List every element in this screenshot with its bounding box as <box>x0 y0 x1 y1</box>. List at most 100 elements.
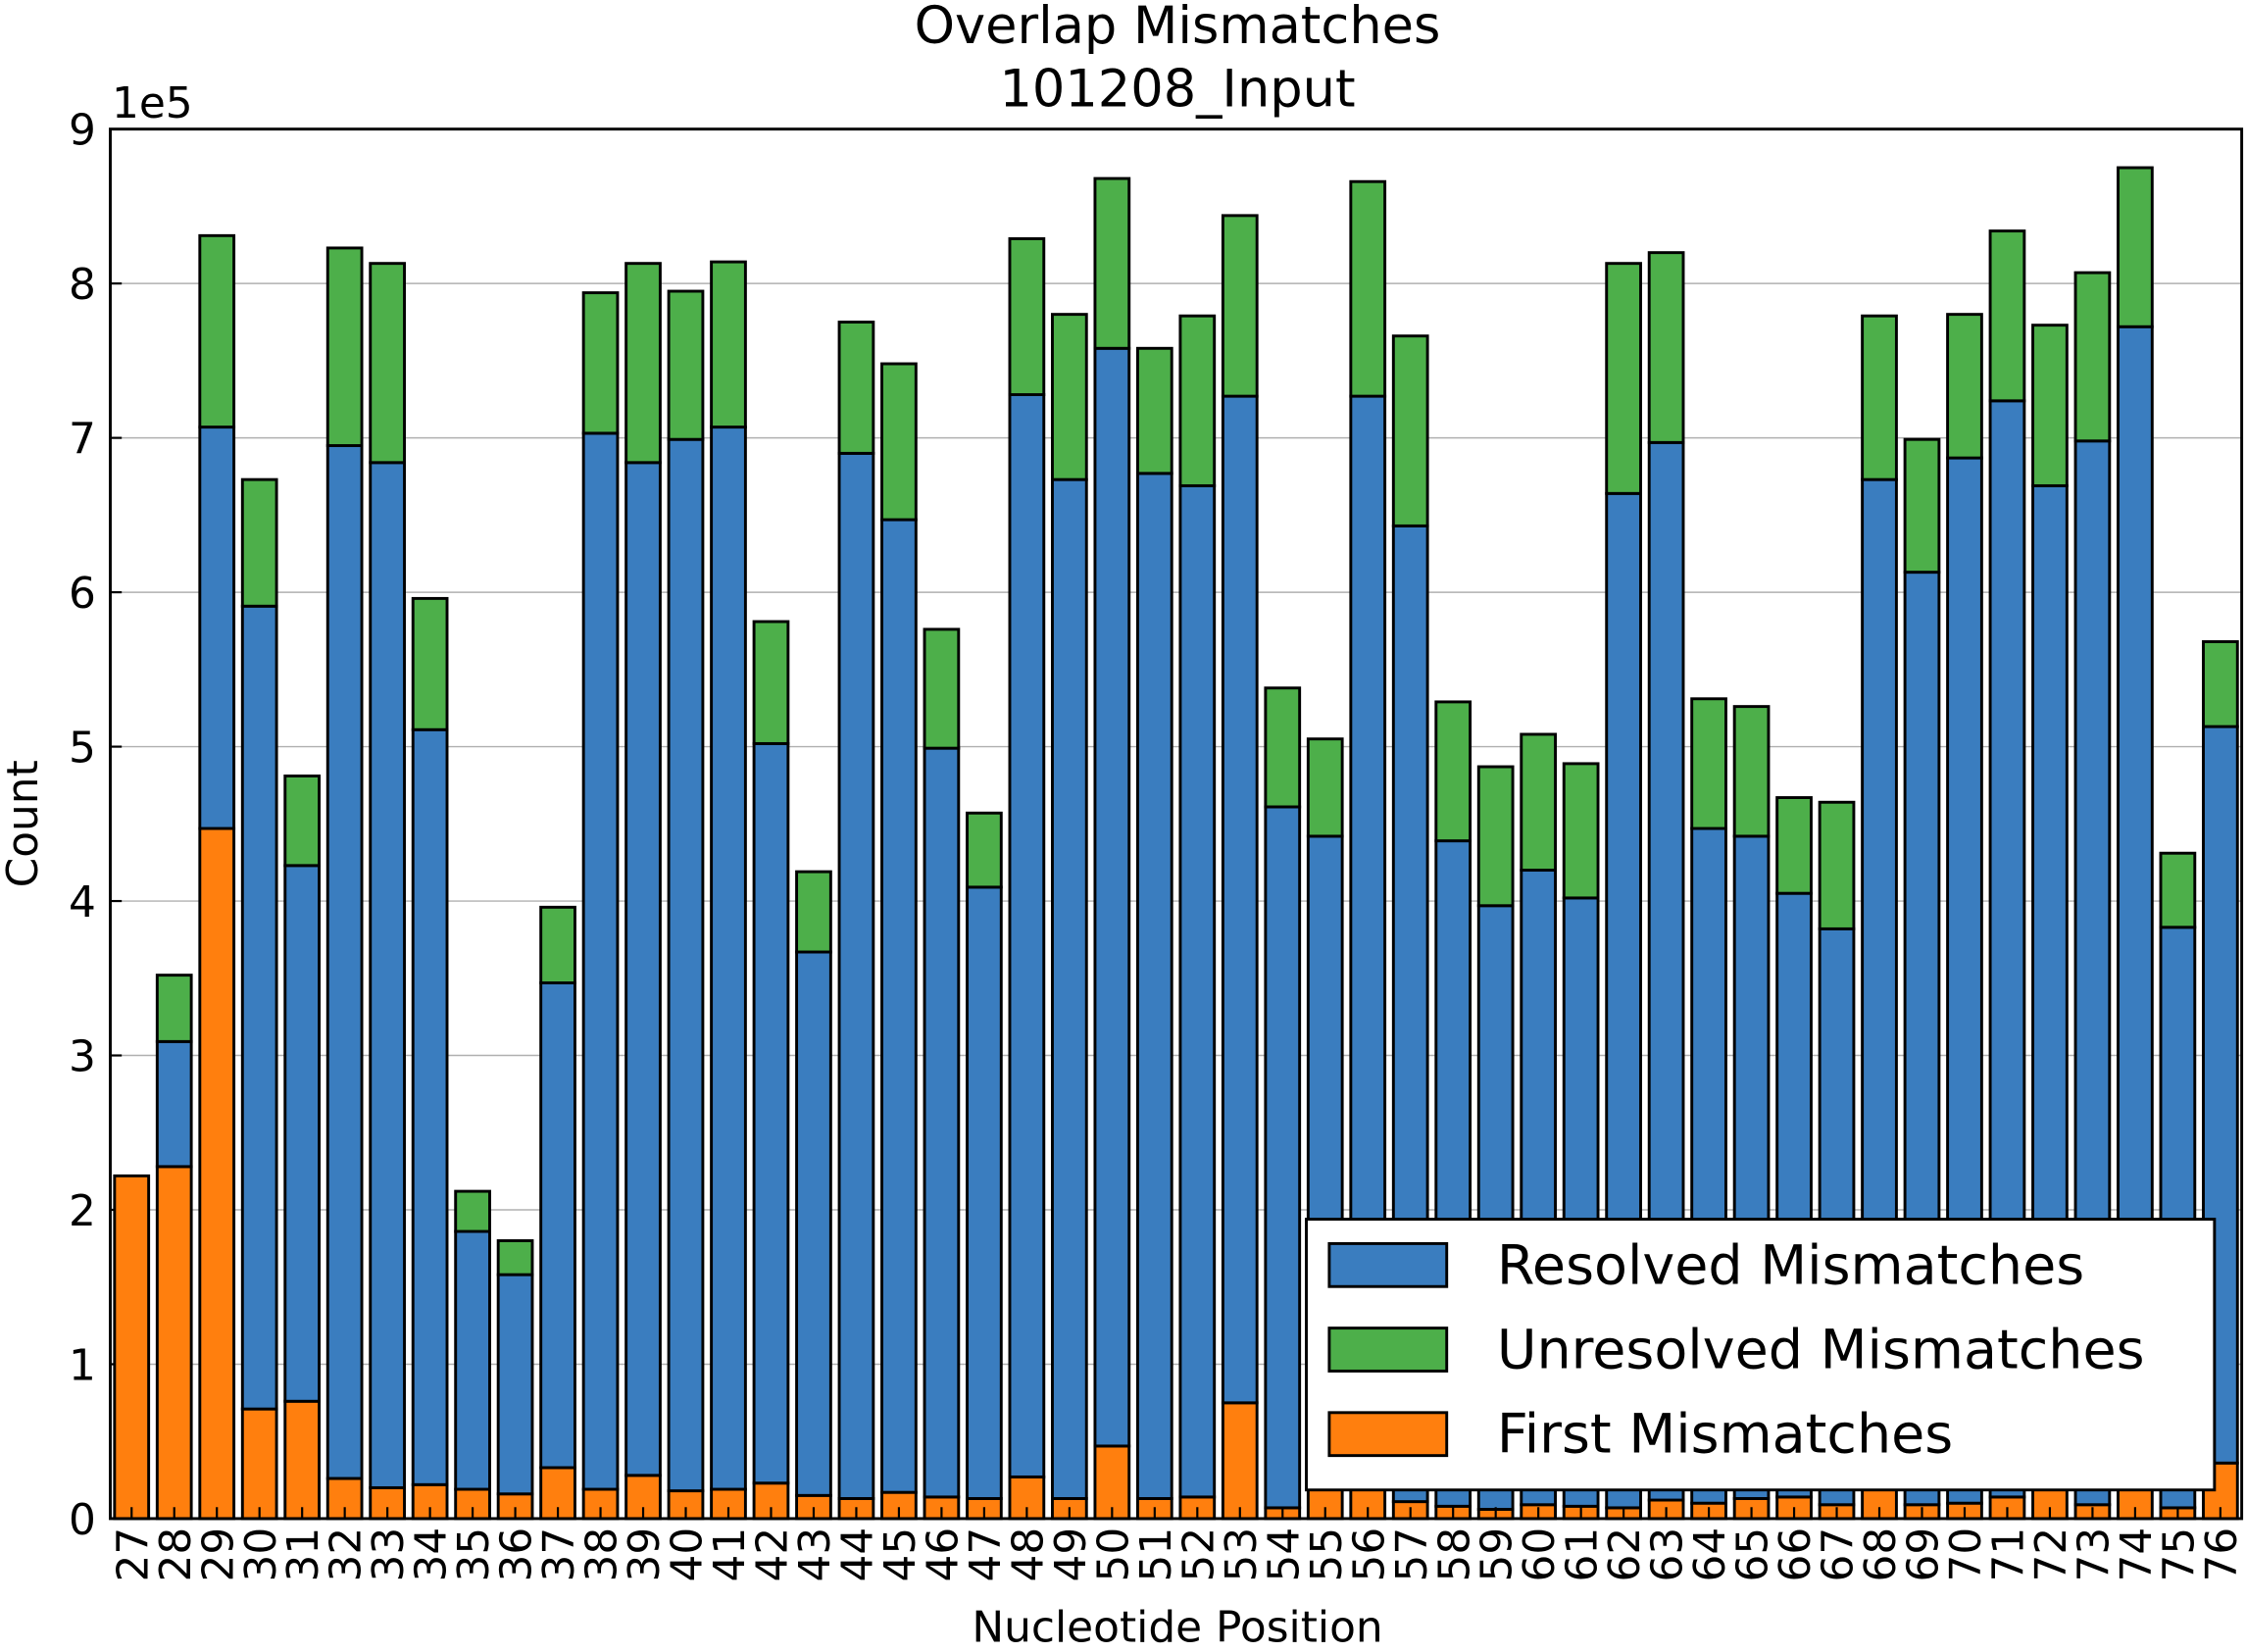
bar-segment <box>923 746 961 1499</box>
x-tick-label: 27 <box>108 1527 158 1582</box>
x-tick-label: 63 <box>1643 1527 1693 1582</box>
legend-swatch <box>1327 1241 1449 1288</box>
bar-segment <box>1476 765 1515 908</box>
y-offset-label: 1e5 <box>112 78 193 128</box>
x-tick-label: 31 <box>278 1527 328 1582</box>
x-tick-label: 70 <box>1941 1527 1991 1582</box>
x-tick-label: 40 <box>663 1527 713 1582</box>
x-tick-label: 28 <box>151 1527 201 1582</box>
bar-segment <box>795 870 832 954</box>
x-tick-label: 49 <box>1046 1527 1096 1582</box>
y-tick-label: 9 <box>69 106 96 156</box>
bar-segment <box>240 1407 278 1521</box>
x-tick-label: 33 <box>364 1527 414 1582</box>
y-tick-label: 8 <box>69 260 96 310</box>
bar-segment <box>1349 179 1387 398</box>
bar-segment <box>1647 251 1685 444</box>
bar-segment <box>837 321 875 455</box>
bar-segment <box>411 727 449 1486</box>
y-axis-label: Count <box>0 760 48 887</box>
bar-segment <box>752 741 790 1485</box>
bar-segment <box>1221 1401 1259 1521</box>
x-tick-label: 32 <box>322 1527 372 1582</box>
bar-segment <box>1775 796 1813 895</box>
bar-segment <box>2073 271 2112 443</box>
x-tick-label: 47 <box>961 1527 1011 1582</box>
x-tick-label: 58 <box>1429 1527 1479 1582</box>
bar-segment <box>1178 314 1217 487</box>
bar-segment <box>880 518 918 1494</box>
bar-segment <box>325 444 364 1480</box>
x-tick-label: 76 <box>2197 1527 2246 1582</box>
x-tick-label: 51 <box>1131 1527 1181 1582</box>
x-tick-label: 72 <box>2026 1527 2076 1582</box>
bar-segment <box>454 1189 491 1233</box>
x-tick-label: 52 <box>1173 1527 1223 1582</box>
bar-segment <box>2031 324 2069 487</box>
x-tick-label: 44 <box>833 1527 883 1582</box>
bar-segment <box>198 233 236 429</box>
bar-segment <box>1178 483 1217 1499</box>
x-tick-label: 62 <box>1600 1527 1650 1582</box>
x-tick-label: 73 <box>2070 1527 2120 1582</box>
bar-segment <box>198 826 236 1521</box>
x-tick-label: 36 <box>492 1527 542 1582</box>
x-tick-label: 74 <box>2112 1527 2162 1582</box>
bar-segment <box>1861 314 1898 481</box>
chart-title: Overlap Mismatches <box>915 0 1441 56</box>
x-tick-label: 69 <box>1899 1527 1949 1582</box>
bar-segment <box>369 461 406 1489</box>
x-tick-label: 67 <box>1814 1527 1864 1582</box>
x-tick-label: 66 <box>1771 1527 1821 1582</box>
x-tick-label: 56 <box>1344 1527 1394 1582</box>
x-tick-label: 61 <box>1558 1527 1608 1582</box>
bar-segment <box>1818 800 1856 930</box>
bar-segment <box>1093 176 1131 350</box>
bar-segment <box>1093 346 1131 1448</box>
bar-segment <box>1434 700 1472 843</box>
bar-segment <box>1391 334 1429 527</box>
bar-segment <box>539 981 576 1470</box>
bar-segment <box>923 627 961 750</box>
x-tick-label: 53 <box>1217 1527 1267 1582</box>
x-tick-label: 37 <box>534 1527 584 1582</box>
bar-segment <box>155 1039 193 1169</box>
y-tick-label: 4 <box>69 877 96 927</box>
bar-segment <box>1264 686 1302 809</box>
bar-segment <box>1520 732 1558 873</box>
legend-label: First Mismatches <box>1497 1403 1953 1467</box>
x-tick-label: 68 <box>1856 1527 1906 1582</box>
x-axis-label: Nucleotide Position <box>972 1603 1382 1652</box>
x-tick-label: 48 <box>1003 1527 1053 1582</box>
bar-segment <box>752 1481 790 1521</box>
bar-segment <box>454 1229 491 1491</box>
bar-segment <box>496 1239 534 1277</box>
x-tick-label: 30 <box>236 1527 286 1582</box>
bar-segment <box>581 431 620 1491</box>
bar-segment <box>624 262 662 465</box>
bar-segment <box>1008 393 1046 1478</box>
legend-swatch <box>1327 1411 1449 1458</box>
bar-segment <box>1946 313 1983 460</box>
y-tick-label: 6 <box>69 569 96 619</box>
bar-segment <box>283 775 322 868</box>
x-tick-label: 59 <box>1472 1527 1522 1582</box>
x-tick-label: 55 <box>1302 1527 1352 1582</box>
bar-segment <box>1221 214 1259 398</box>
bar-segment <box>1903 437 1941 575</box>
bar-segment <box>2159 851 2197 929</box>
bar-segment <box>624 461 662 1477</box>
bar-segment <box>1051 477 1088 1500</box>
x-tick-label: 42 <box>748 1527 798 1582</box>
bar-segment <box>1051 313 1088 481</box>
bar-segment <box>1732 705 1771 838</box>
x-tick-label: 45 <box>875 1527 925 1582</box>
bar-segment <box>966 811 1003 889</box>
bar-segment <box>2202 640 2239 728</box>
bar-segment <box>1690 697 1727 830</box>
bar-segment <box>837 451 875 1500</box>
bar-segment <box>795 950 832 1497</box>
x-tick-label: 75 <box>2154 1527 2204 1582</box>
legend-swatch <box>1327 1327 1449 1373</box>
